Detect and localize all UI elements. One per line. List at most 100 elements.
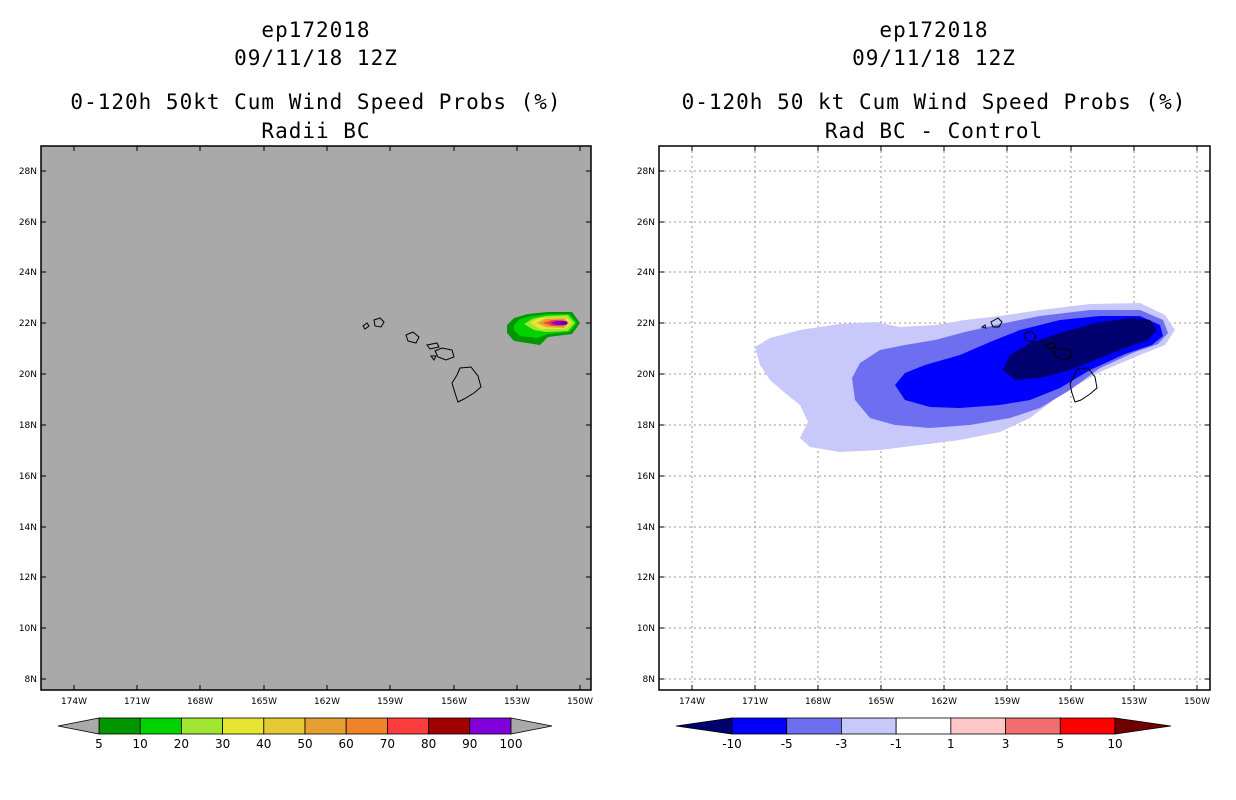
colorbar-label: -10 xyxy=(722,737,742,751)
colorbar-label: 40 xyxy=(256,737,271,751)
colorbar-swatch xyxy=(180,717,223,735)
colorbar-label: 80 xyxy=(421,737,436,751)
colorbar-label: -5 xyxy=(781,737,793,751)
lat-tick-label: 12N xyxy=(637,573,655,583)
left-hawaii-coastline xyxy=(362,317,482,403)
colorbar-swatch xyxy=(786,717,842,735)
lon-tick-label: 159W xyxy=(377,697,403,707)
lat-tick-label: 28N xyxy=(637,167,655,177)
right-map-panel: 28N 26N 24N 22N 20N 18N 16N 14N 12N 10N 8N 174W 171W… xyxy=(637,145,1211,707)
lon-tick-label: 171W xyxy=(742,697,768,707)
colorbar-label: 30 xyxy=(215,737,230,751)
colorbar-label: 100 xyxy=(500,737,523,751)
colorbar-label: 70 xyxy=(380,737,395,751)
right-contour-minus1 xyxy=(755,303,1175,452)
lon-tick-label: 153W xyxy=(504,697,530,707)
left-title-date: 09/11/18 12Z xyxy=(234,46,398,70)
colorbar-extend-low xyxy=(675,717,733,735)
lon-tick-label: 150W xyxy=(1184,697,1210,707)
colorbar-swatch xyxy=(469,717,512,735)
colorbar-label: 5 xyxy=(1056,737,1064,751)
colorbar-label: 3 xyxy=(1002,737,1010,751)
right-difference-contours xyxy=(755,303,1175,452)
left-contour-5 xyxy=(507,312,580,345)
left-map-panel: 28N 26N 24N 22N 20N 18N 16N 14N 12N 10N 8N 174W 171W… xyxy=(19,145,593,707)
colorbar-label: 20 xyxy=(174,737,189,751)
lat-tick-label: 12N xyxy=(19,573,37,583)
colorbar-swatch xyxy=(1005,717,1061,735)
left-contour-10 xyxy=(514,314,577,338)
lat-tick-label: 22N xyxy=(19,319,37,329)
right-contour-minus5 xyxy=(895,316,1163,408)
left-contour-70 xyxy=(543,320,567,326)
lat-tick-label: 8N xyxy=(643,675,655,685)
colorbar-swatch xyxy=(263,717,306,735)
colorbar-swatch xyxy=(386,717,429,735)
colorbar-label: 50 xyxy=(297,737,312,751)
lat-tick-label: 24N xyxy=(19,268,37,278)
right-gridlines xyxy=(659,146,1210,690)
lon-tick-label: 156W xyxy=(441,697,467,707)
colorbar-extend-high xyxy=(510,717,553,735)
left-contour-90 xyxy=(550,321,568,325)
left-probability-contours xyxy=(507,312,580,345)
lon-tick-label: 162W xyxy=(314,697,340,707)
lat-tick-label: 16N xyxy=(19,472,37,482)
colorbar-extend-low xyxy=(57,717,100,735)
right-contour-minus10 xyxy=(1003,318,1157,380)
lon-tick-label: 153W xyxy=(1121,697,1147,707)
lat-tick-label: 10N xyxy=(637,624,655,634)
lon-tick-label: 171W xyxy=(124,697,150,707)
left-axes: 28N 26N 24N 22N 20N 18N 16N 14N 12N 10N 8N 174W 171W… xyxy=(19,146,593,707)
colorbar-swatch xyxy=(222,717,265,735)
left-contour-30 xyxy=(530,317,572,329)
colorbar-swatch xyxy=(304,717,347,735)
left-title-storm: ep172018 xyxy=(261,18,371,42)
right-title-product: 0-120h 50 kt Cum Wind Speed Probs (%) xyxy=(681,90,1187,114)
right-title-subtitle: Rad BC - Control xyxy=(824,119,1044,143)
colorbar-label: 90 xyxy=(462,737,477,751)
left-map-background xyxy=(41,146,591,690)
lon-tick-label: 165W xyxy=(251,697,277,707)
lat-tick-label: 20N xyxy=(637,370,655,380)
colorbar-label: 1 xyxy=(947,737,955,751)
colorbar-swatch xyxy=(1059,717,1116,735)
colorbar-swatch xyxy=(841,717,897,735)
lon-tick-label: 165W xyxy=(868,697,894,707)
colorbar-swatch xyxy=(950,717,1006,735)
right-hawaii-coastline xyxy=(980,317,1098,403)
colorbar-label: 5 xyxy=(95,737,103,751)
lat-tick-label: 18N xyxy=(637,421,655,431)
lat-tick-label: 22N xyxy=(637,319,655,329)
right-map-frame xyxy=(658,145,1211,691)
lon-tick-label: 162W xyxy=(931,697,957,707)
colorbar-swatch xyxy=(428,717,471,735)
left-map-frame xyxy=(40,145,592,691)
right-axes: 28N 26N 24N 22N 20N 18N 16N 14N 12N 10N 8N 174W 171W… xyxy=(637,146,1210,707)
colorbar-swatch xyxy=(731,717,788,735)
lat-tick-label: 26N xyxy=(637,218,655,228)
lon-tick-label: 168W xyxy=(187,697,213,707)
right-title-date: 09/11/18 12Z xyxy=(852,46,1016,70)
lat-tick-label: 28N xyxy=(19,167,37,177)
lat-tick-label: 24N xyxy=(637,268,655,278)
colorbar-extend-high xyxy=(1114,717,1172,735)
left-contour-20 xyxy=(524,315,575,332)
lat-tick-label: 14N xyxy=(19,523,37,533)
lat-tick-label: 20N xyxy=(19,370,37,380)
lat-tick-label: 16N xyxy=(637,472,655,482)
colorbar-label: -1 xyxy=(890,737,902,751)
left-colorbar: 5 10 20 30 40 50 60 70 80 90 100 xyxy=(57,717,553,751)
lon-tick-label: 156W xyxy=(1058,697,1084,707)
left-title-subtitle: Radii BC xyxy=(261,119,371,143)
right-map-background xyxy=(659,146,1210,690)
colorbar-swatch xyxy=(895,717,952,735)
colorbar-label: 10 xyxy=(133,737,148,751)
right-title-storm: ep172018 xyxy=(879,18,989,42)
lat-tick-label: 18N xyxy=(19,421,37,431)
lat-tick-label: 10N xyxy=(19,624,37,634)
left-contour-50 xyxy=(537,318,569,328)
lat-tick-label: 8N xyxy=(25,675,37,685)
lon-tick-label: 150W xyxy=(567,697,593,707)
colorbar-swatch xyxy=(98,717,141,735)
